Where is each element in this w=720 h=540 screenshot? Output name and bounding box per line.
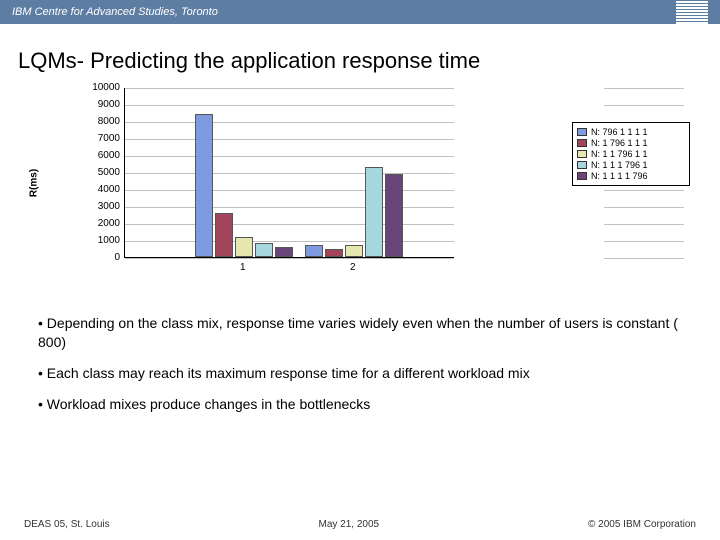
legend-swatch — [577, 128, 587, 136]
ibm-logo — [676, 1, 708, 24]
legend-label: N: 1 796 1 1 1 — [591, 138, 648, 148]
footer-left: DEAS 05, St. Louis — [24, 519, 110, 530]
y-tick: 2000 — [78, 219, 120, 229]
y-tick: 10000 — [78, 83, 120, 93]
x-category: 1 — [240, 262, 246, 273]
legend-item: N: 1 1 1 1 796 — [577, 171, 685, 181]
legend-item: N: 1 796 1 1 1 — [577, 138, 685, 148]
header-bar: IBM Centre for Advanced Studies, Toronto — [0, 0, 720, 24]
legend-label: N: 796 1 1 1 1 — [591, 127, 648, 137]
legend-item: N: 1 1 796 1 1 — [577, 149, 685, 159]
legend: N: 796 1 1 1 1N: 1 796 1 1 1N: 1 1 796 1… — [572, 122, 690, 186]
legend-swatch — [577, 139, 587, 147]
bullet-3: • Workload mixes produce changes in the … — [38, 395, 682, 414]
bar — [235, 237, 253, 257]
bar-group — [305, 167, 405, 257]
bar — [385, 174, 403, 257]
y-tick: 9000 — [78, 100, 120, 110]
y-tick: 3000 — [78, 202, 120, 212]
y-ticks: 1000090008000700060005000400030002000100… — [78, 88, 120, 258]
legend-item: N: 796 1 1 1 1 — [577, 127, 685, 137]
page-title: LQMs- Predicting the application respons… — [0, 24, 720, 82]
y-tick: 0 — [78, 253, 120, 263]
bar — [365, 167, 383, 257]
bar — [275, 247, 293, 257]
bullet-1: • Depending on the class mix, response t… — [38, 314, 682, 352]
y-tick: 5000 — [78, 168, 120, 178]
legend-swatch — [577, 150, 587, 158]
x-category: 2 — [350, 262, 356, 273]
y-tick: 7000 — [78, 134, 120, 144]
bar — [325, 249, 343, 258]
bar — [345, 245, 363, 257]
y-tick: 4000 — [78, 185, 120, 195]
footer-right: © 2005 IBM Corporation — [588, 519, 696, 530]
footer: DEAS 05, St. Louis May 21, 2005 © 2005 I… — [0, 519, 720, 530]
legend-swatch — [577, 161, 587, 169]
bar-group — [195, 114, 295, 257]
header-org: IBM Centre for Advanced Studies, Toronto — [12, 6, 218, 18]
plot-area — [124, 88, 454, 258]
y-tick: 6000 — [78, 151, 120, 161]
bar — [255, 243, 273, 257]
legend-swatch — [577, 172, 587, 180]
legend-label: N: 1 1 1 1 796 — [591, 171, 648, 181]
legend-item: N: 1 1 1 796 1 — [577, 160, 685, 170]
bullet-list: • Depending on the class mix, response t… — [38, 314, 682, 414]
response-time-chart: R(ms) 1000090008000700060005000400030002… — [70, 88, 650, 278]
y-axis-label: R(ms) — [29, 169, 40, 197]
legend-label: N: 1 1 1 796 1 — [591, 160, 648, 170]
legend-label: N: 1 1 796 1 1 — [591, 149, 648, 159]
bullet-2: • Each class may reach its maximum respo… — [38, 364, 682, 383]
bar — [215, 213, 233, 257]
bar — [305, 245, 323, 257]
y-tick: 8000 — [78, 117, 120, 127]
footer-center: May 21, 2005 — [319, 519, 380, 530]
y-tick: 1000 — [78, 236, 120, 246]
bar — [195, 114, 213, 257]
